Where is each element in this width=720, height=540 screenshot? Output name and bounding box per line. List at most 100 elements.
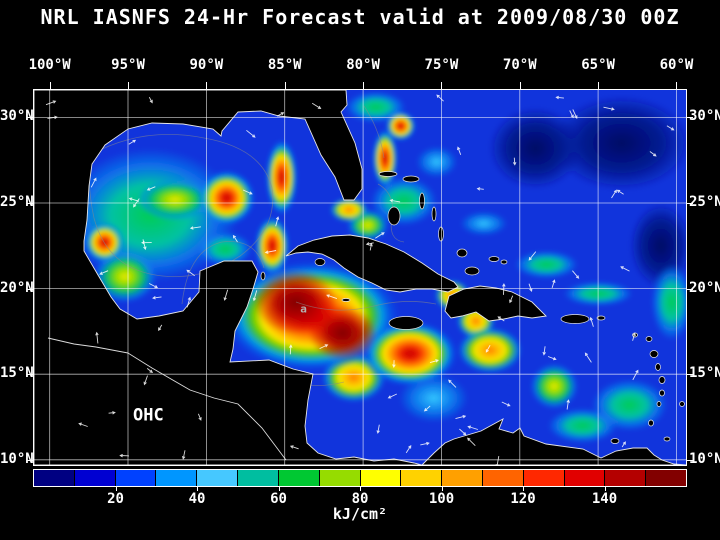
lon-axis-tick bbox=[676, 82, 678, 89]
lon-axis-tick bbox=[49, 82, 51, 89]
current-vector bbox=[603, 106, 615, 111]
current-vector bbox=[551, 279, 556, 289]
lat-axis-label-right: 15°N bbox=[689, 365, 720, 382]
land-layer bbox=[34, 90, 686, 465]
lon-axis-label: 70°W bbox=[502, 57, 537, 73]
land-south-america bbox=[421, 418, 686, 465]
heat-feature-abaco-cyan bbox=[416, 146, 458, 178]
island-acklins bbox=[456, 248, 468, 258]
current-vector bbox=[528, 283, 533, 293]
map-plot: OHC a bbox=[34, 90, 686, 465]
current-vector bbox=[459, 428, 467, 436]
lon-axis-label: 100°W bbox=[28, 57, 71, 73]
annotation-ohc: OHC bbox=[133, 405, 164, 425]
lon-axis-label: 95°W bbox=[111, 57, 145, 73]
lat-axis-tick-right bbox=[687, 202, 693, 204]
heat-feature-central-caribbean-warm bbox=[363, 321, 458, 387]
island-jamaica bbox=[388, 316, 424, 330]
current-vector bbox=[197, 413, 202, 421]
lon-axis-label: 80°W bbox=[346, 57, 380, 73]
current-vector bbox=[495, 456, 500, 465]
heat-feature-gulf-yellow-band bbox=[137, 179, 213, 221]
current-vector bbox=[501, 401, 511, 407]
island-andros bbox=[387, 206, 401, 226]
heat-feature-east-caribbean-eddy bbox=[530, 363, 578, 409]
island-cat-island bbox=[431, 206, 437, 222]
current-vector bbox=[467, 425, 479, 430]
lat-axis-label-right: 30°N bbox=[689, 108, 720, 125]
current-vector bbox=[45, 100, 57, 106]
current-vector bbox=[246, 129, 256, 138]
depth-contour bbox=[181, 241, 265, 305]
colorbar-segment bbox=[442, 470, 483, 486]
colorbar-tick-label: 60 bbox=[270, 491, 287, 507]
current-vector bbox=[264, 250, 277, 254]
island-turks bbox=[500, 259, 508, 265]
current-vector bbox=[455, 414, 467, 420]
lon-axis-tick bbox=[284, 82, 286, 89]
lat-axis-label-right: 25°N bbox=[689, 193, 720, 210]
lat-axis-label-right: 20°N bbox=[689, 279, 720, 296]
island-barbados bbox=[679, 401, 685, 407]
heat-feature-bahamas-green bbox=[370, 177, 437, 226]
current-vector bbox=[275, 216, 280, 227]
colorbar-segment bbox=[115, 470, 157, 486]
lat-axis-tick-left bbox=[27, 202, 33, 204]
colorbar-segment bbox=[278, 470, 320, 486]
lat-axis-label-right: 10°N bbox=[689, 450, 720, 467]
coastline-pacific-coast bbox=[47, 337, 287, 461]
lat-axis-tick-left bbox=[27, 459, 33, 461]
lat-axis-tick-right bbox=[687, 459, 693, 461]
current-vector bbox=[436, 94, 444, 102]
island-dominica bbox=[655, 363, 661, 371]
current-vector bbox=[485, 344, 491, 353]
current-vector bbox=[152, 296, 162, 300]
colorbar-segment bbox=[197, 470, 239, 486]
colorbar-segment bbox=[482, 470, 524, 486]
current-vector bbox=[621, 441, 626, 448]
current-vector bbox=[148, 96, 153, 104]
island-virgin-islands bbox=[596, 315, 606, 321]
current-vector bbox=[572, 270, 580, 279]
current-vector bbox=[632, 369, 639, 381]
current-vector bbox=[223, 289, 229, 301]
current-vector bbox=[148, 283, 159, 289]
heat-feature-atlantic-green-1 bbox=[460, 211, 508, 236]
colorbar-segment bbox=[34, 470, 75, 486]
heat-feature-campeche-bay bbox=[93, 250, 157, 303]
current-vector bbox=[616, 189, 624, 195]
current-vector bbox=[108, 411, 116, 415]
lon-axis-tick bbox=[519, 82, 521, 89]
island-antigua bbox=[645, 336, 653, 342]
colorbar-segment bbox=[238, 470, 279, 486]
current-vector bbox=[423, 405, 431, 412]
lon-axis-label: 85°W bbox=[267, 57, 302, 73]
colorbar-tick-label: 40 bbox=[188, 491, 206, 507]
current-vector bbox=[502, 283, 506, 295]
colorbar-tick-label: 20 bbox=[107, 491, 124, 507]
colorbar-tick bbox=[197, 487, 198, 491]
land-north-and-central-america bbox=[34, 90, 423, 465]
lat-axis-label-left: 25°N bbox=[0, 193, 34, 210]
current-vector bbox=[289, 344, 293, 355]
island-puerto-rico bbox=[560, 314, 590, 324]
island-isle-of-youth bbox=[314, 258, 326, 266]
page-title: NRL IASNFS 24-Hr Forecast valid at 2009/… bbox=[40, 5, 680, 29]
current-vector bbox=[448, 379, 457, 388]
current-vector bbox=[95, 331, 99, 344]
colorbar-tick bbox=[523, 487, 524, 491]
lat-axis-tick-left bbox=[27, 288, 33, 290]
current-vector bbox=[584, 352, 592, 363]
colorbar-segment bbox=[523, 470, 565, 486]
island-martinique bbox=[658, 376, 666, 384]
island-eleuthera bbox=[419, 192, 425, 210]
island-caicos bbox=[488, 256, 500, 262]
lon-axis-label: 75°W bbox=[424, 57, 459, 73]
current-vector bbox=[186, 296, 192, 308]
current-vector bbox=[666, 125, 675, 131]
lon-axis-tick bbox=[441, 82, 443, 89]
current-vector bbox=[375, 232, 385, 239]
colorbar-tick bbox=[115, 487, 117, 491]
colorbar-unit-label: kJ/cm² bbox=[332, 505, 388, 523]
lon-axis-label: 90°W bbox=[189, 57, 224, 73]
